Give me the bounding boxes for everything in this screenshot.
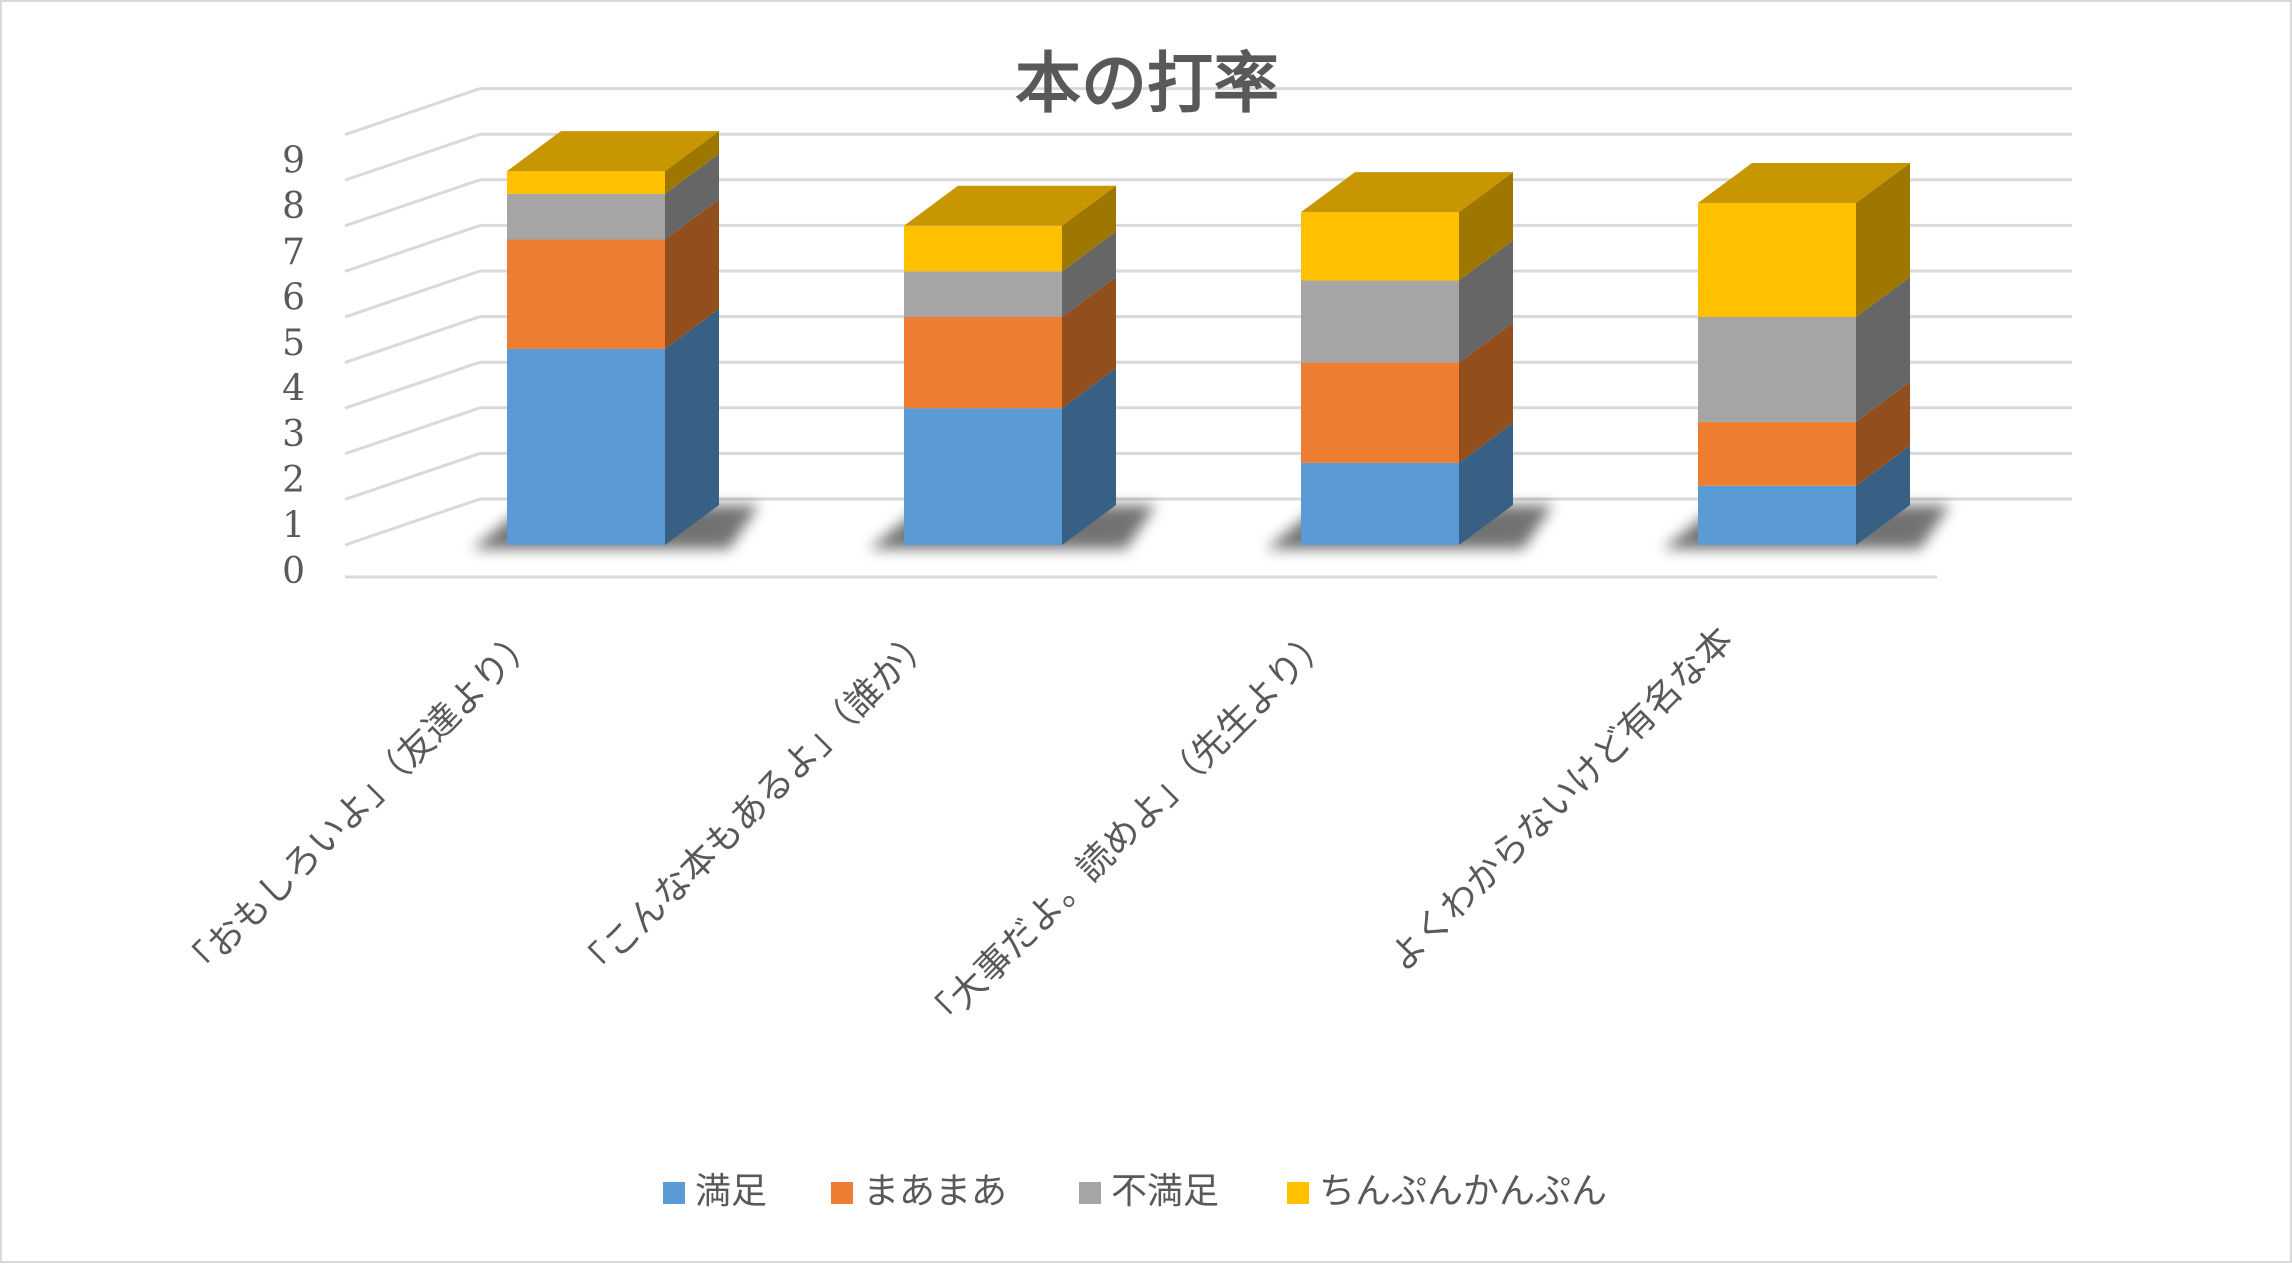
bar-segment-side bbox=[1856, 445, 1910, 545]
bar-stack bbox=[1698, 163, 1910, 545]
bar-stack bbox=[904, 185, 1116, 545]
y-tick-label: 1 bbox=[282, 505, 305, 546]
bar-segment bbox=[904, 225, 1062, 272]
bar-segment bbox=[507, 193, 665, 240]
x-category-label: よくわからないけど有名な本 bbox=[1381, 619, 1741, 979]
legend-label: ちんぷんかんぷん bbox=[1319, 1171, 1607, 1212]
y-tick-label: 4 bbox=[282, 369, 305, 410]
side-gridline-8 bbox=[344, 132, 481, 182]
x-axis-categories: 「おもしろいよ」（友達より） 「こんな本もあるよ」（誰か）「大事だよ。読めよ」（先… bbox=[174, 619, 1742, 1042]
y-axis-ticks: 0 12 34 5 67 89 bbox=[282, 141, 305, 592]
x-category-label: 「こんな本もあるよ」（誰か） bbox=[570, 619, 943, 992]
bar-top-face bbox=[507, 131, 719, 172]
y-tick-label: 2 bbox=[282, 460, 305, 501]
bar-segment bbox=[507, 239, 665, 349]
side-gridline-4 bbox=[344, 315, 481, 365]
bar-segment bbox=[1301, 362, 1459, 463]
legend: 満足 まあまあ 不満足 ちんぷんかんぷん bbox=[663, 1171, 1607, 1212]
y-tick-label: 6 bbox=[282, 277, 305, 318]
side-gridline-1 bbox=[344, 451, 481, 501]
bar-stack bbox=[507, 131, 719, 545]
bar-top-face bbox=[904, 185, 1116, 226]
side-gridline-0 bbox=[344, 497, 481, 547]
bar-segment-side bbox=[1856, 381, 1910, 486]
bar-segment-side bbox=[1459, 172, 1513, 281]
bar-segment bbox=[904, 317, 1062, 409]
side-gridline-7 bbox=[344, 178, 481, 228]
x-category-label: 「大事だよ。読めよ」（先生より） bbox=[916, 619, 1339, 1042]
bars bbox=[507, 131, 1910, 545]
side-gridline-6 bbox=[344, 223, 481, 273]
y-tick-label: 7 bbox=[282, 232, 305, 273]
bar-segment-side bbox=[665, 131, 719, 194]
bar-segment bbox=[1698, 203, 1856, 317]
bar-segment-side bbox=[1062, 231, 1116, 317]
bar-segment bbox=[1698, 485, 1856, 545]
bar-segment bbox=[1698, 317, 1856, 422]
bar-segment-side bbox=[1856, 163, 1910, 317]
x-category-label: 「おもしろいよ」（友達より） bbox=[174, 619, 546, 991]
bar-segment bbox=[1301, 462, 1459, 545]
side-gridline-5 bbox=[344, 269, 481, 319]
bar-segment bbox=[1301, 280, 1459, 363]
side-gridline-3 bbox=[344, 360, 481, 410]
bar-segment-side bbox=[665, 308, 719, 545]
bar-top-face bbox=[1301, 172, 1513, 213]
bar-segment-side bbox=[665, 199, 719, 349]
bar-segment-side bbox=[1459, 240, 1513, 363]
bar-segment-side bbox=[1062, 185, 1116, 272]
side-gridline-2 bbox=[344, 406, 481, 456]
bar-top-face bbox=[1698, 163, 1910, 203]
bar-segment bbox=[507, 348, 665, 545]
bar-segment-side bbox=[1459, 422, 1513, 545]
bar-segment-side bbox=[665, 153, 719, 240]
bar-segment-side bbox=[1459, 322, 1513, 463]
legend-swatch bbox=[1287, 1182, 1309, 1204]
legend-swatch bbox=[1079, 1182, 1101, 1204]
bar-segment bbox=[904, 408, 1062, 545]
bar-segment-side bbox=[1856, 277, 1910, 422]
bar-stack bbox=[1301, 172, 1513, 545]
bar-segment-side bbox=[1062, 368, 1116, 545]
y-tick-label: 0 bbox=[282, 551, 305, 592]
y-tick-label: 9 bbox=[282, 141, 305, 182]
bar-segment-side bbox=[1062, 277, 1116, 409]
bar-segment bbox=[904, 271, 1062, 317]
legend-label: まあまあ bbox=[863, 1171, 1007, 1212]
chart-title: 本の打率 bbox=[1015, 45, 1279, 122]
legend-swatch bbox=[831, 1182, 853, 1204]
legend-label: 満足 bbox=[695, 1171, 767, 1212]
bar-segment bbox=[1698, 421, 1856, 486]
side-gridline-9 bbox=[344, 87, 481, 137]
y-tick-label: 5 bbox=[282, 323, 305, 364]
bar-segment bbox=[507, 171, 665, 194]
legend-label: 不満足 bbox=[1111, 1171, 1219, 1212]
y-tick-label: 3 bbox=[282, 414, 305, 455]
bar-segment bbox=[1301, 212, 1459, 281]
y-tick-label: 8 bbox=[282, 186, 305, 227]
legend-swatch bbox=[663, 1182, 685, 1204]
